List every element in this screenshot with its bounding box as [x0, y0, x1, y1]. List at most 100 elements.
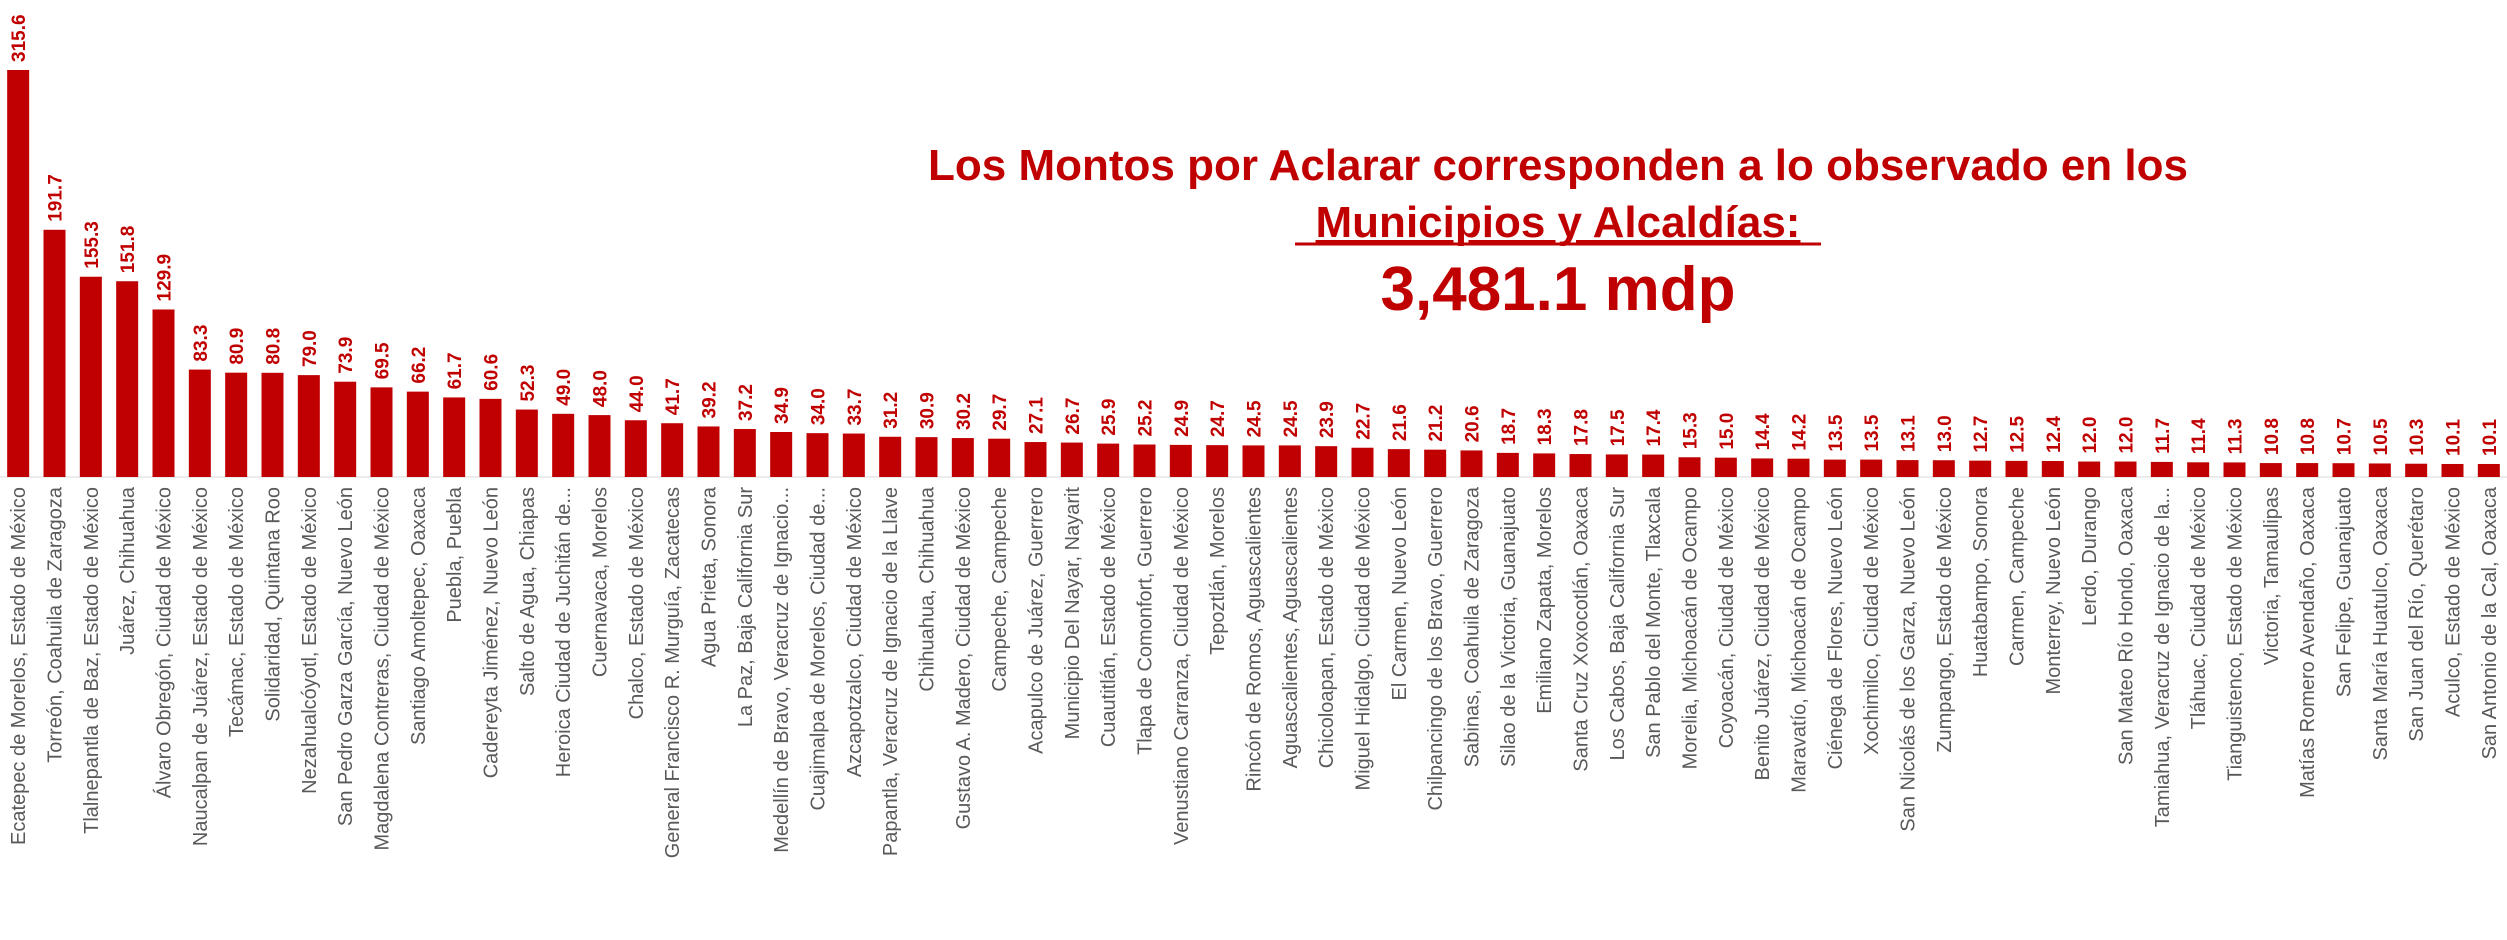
- x-tick-label: Cuernavaca, Morelos: [590, 487, 612, 677]
- value-label: 60.6: [482, 354, 503, 391]
- bar: [1932, 460, 1955, 477]
- x-tick-label: Aculco, Estado de México: [2443, 487, 2465, 717]
- value-label: 14.4: [1753, 413, 1774, 450]
- bar: [370, 387, 393, 477]
- value-label: 13.5: [1826, 414, 1847, 451]
- x-tick-label: Campeche, Campeche: [989, 487, 1011, 692]
- value-label: 30.9: [918, 392, 939, 429]
- bar: [1569, 454, 1592, 477]
- x-tick-label: Medellín de Bravo, Veracruz de Ignacio..…: [771, 487, 793, 853]
- x-tick-label: La Paz, Baja California Sur: [735, 487, 757, 727]
- bar: [2005, 460, 2028, 477]
- value-label: 29.7: [990, 394, 1011, 431]
- value-label: 83.3: [191, 325, 212, 362]
- bar: [624, 420, 647, 477]
- bar: [2078, 461, 2101, 477]
- bar: [43, 229, 66, 477]
- x-tick-label: San Mateo Río Hondo, Oaxaca: [2116, 486, 2138, 765]
- bar: [1533, 453, 1556, 477]
- value-label: 22.7: [1354, 403, 1375, 440]
- bar: [1315, 446, 1338, 477]
- bar: [770, 431, 793, 477]
- value-label: 24.5: [1281, 400, 1302, 437]
- bar: [1424, 449, 1447, 477]
- x-tick-label: San Juan del Río, Querétaro: [2406, 487, 2428, 742]
- x-tick-label: Santa María Huatulco, Oaxaca: [2370, 486, 2392, 760]
- bar: [116, 281, 139, 477]
- value-label: 10.7: [2335, 418, 2356, 455]
- value-label: 151.8: [118, 226, 139, 274]
- bar: [988, 438, 1011, 477]
- x-tick-label: Rincón de Romos, Aguascalientes: [1244, 487, 1266, 792]
- value-label: 39.2: [700, 381, 721, 418]
- bar: [806, 433, 829, 477]
- x-tick-label: Azcapotzalco, Ciudad de México: [844, 487, 866, 777]
- value-label: 37.2: [736, 384, 757, 421]
- x-tick-label: San Antonio de la Cal, Oaxaca: [2479, 486, 2501, 759]
- value-label: 10.8: [2298, 418, 2319, 455]
- value-label: 10.5: [2371, 418, 2392, 455]
- value-label: 79.0: [300, 330, 321, 367]
- bar: [1097, 443, 1120, 477]
- x-tick-label: San Pedro Garza García, Nuevo León: [335, 487, 357, 826]
- bar: [2041, 461, 2064, 477]
- bar: [79, 276, 102, 477]
- bar: [406, 391, 429, 477]
- value-label: 25.9: [1099, 399, 1120, 436]
- bar: [2114, 461, 2137, 477]
- bar: [2187, 462, 2210, 477]
- bar: [1642, 454, 1665, 477]
- x-tick-label: Gustavo A. Madero, Ciudad de México: [953, 487, 975, 829]
- x-tick-label: Agua Prieta, Sonora: [699, 486, 721, 667]
- bar: [1823, 459, 1846, 477]
- x-tick-label: Salto de Agua, Chiapas: [517, 487, 539, 696]
- total: 3,481.1 mdp: [1381, 255, 1736, 324]
- x-tick-label: San Nicolás de los Garza, Nuevo León: [1898, 487, 1920, 832]
- bar: [2368, 463, 2391, 477]
- value-label: 48.0: [591, 370, 612, 407]
- x-tick-label: Cuajimalpa de Morelos, Ciudad de...: [808, 487, 830, 811]
- x-tick-label: Chalco, Estado de México: [626, 487, 648, 719]
- bar: [1787, 458, 1810, 477]
- x-tick-label: Zumpango, Estado de México: [1934, 487, 1956, 753]
- value-label: 24.9: [1172, 400, 1193, 437]
- bar: [552, 413, 575, 477]
- x-tick-label: Torreón, Coahuila de Zaragoza: [45, 486, 67, 763]
- bar: [152, 309, 175, 477]
- value-label: 25.2: [1136, 400, 1157, 437]
- x-tick-label: Chilpancingo de los Bravo, Guerrero: [1425, 487, 1447, 811]
- x-tick-label: Nezahualcóyotl, Estado de México: [299, 487, 321, 794]
- bar: [2223, 462, 2246, 477]
- x-tick-label: Coyoacán, Ciudad de México: [1716, 487, 1738, 748]
- value-label: 191.7: [46, 174, 67, 222]
- value-label: 12.5: [2008, 415, 2029, 452]
- value-label: 24.7: [1208, 400, 1229, 437]
- x-tick-label: Los Cabos, Baja California Sur: [1607, 487, 1629, 761]
- bar: [1896, 460, 1919, 477]
- value-label: 15.3: [1681, 412, 1702, 449]
- value-label: 21.2: [1426, 405, 1447, 442]
- bar: [2477, 463, 2500, 477]
- value-label: 14.2: [1790, 414, 1811, 451]
- x-tick-label: Cuautitlán, Estado de México: [1098, 487, 1120, 747]
- value-label: 12.0: [2117, 417, 2138, 454]
- bar: [2332, 463, 2355, 477]
- x-tick-label: Acapulco de Juárez, Guerrero: [1026, 487, 1048, 754]
- x-tick-label: Santa Cruz Xoxocotlán, Oaxaca: [1571, 486, 1593, 771]
- x-tick-label: General Francisco R. Murguía, Zacatecas: [662, 487, 684, 858]
- value-label: 80.9: [227, 328, 248, 365]
- value-label: 13.0: [1935, 415, 1956, 452]
- value-label: 34.0: [809, 388, 830, 425]
- x-tick-label: Magdalena Contreras, Ciudad de México: [372, 487, 394, 851]
- x-tick-label: Puebla, Puebla: [444, 486, 466, 623]
- bar: [1206, 445, 1229, 477]
- value-label: 24.5: [1245, 400, 1266, 437]
- bar: [1496, 452, 1519, 477]
- bar: [1351, 447, 1374, 477]
- value-label: 13.1: [1899, 415, 1920, 452]
- x-tick-label: Santiago Amoltepec, Oaxaca: [408, 486, 430, 745]
- bar: [1242, 445, 1265, 477]
- chart-title: Los Montos por Aclarar corresponden a lo…: [928, 141, 2188, 190]
- bar: [2150, 461, 2173, 477]
